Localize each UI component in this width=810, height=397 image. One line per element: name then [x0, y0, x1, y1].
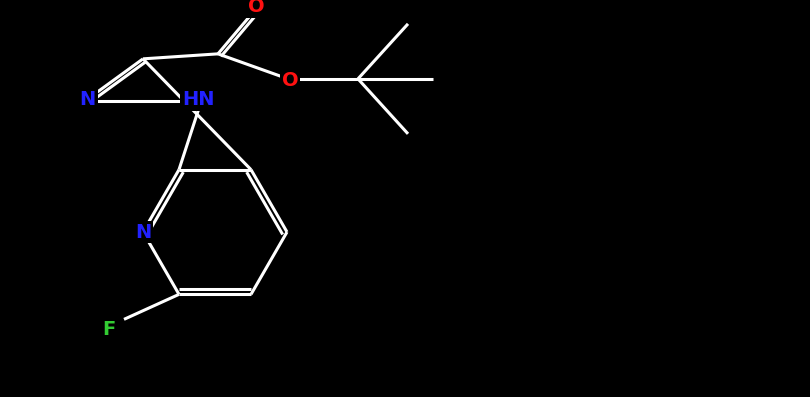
Text: HN: HN: [182, 90, 215, 109]
Text: N: N: [79, 90, 96, 109]
Text: O: O: [248, 0, 264, 16]
Text: F: F: [102, 320, 116, 339]
Text: N: N: [135, 222, 151, 241]
Text: O: O: [282, 71, 298, 91]
